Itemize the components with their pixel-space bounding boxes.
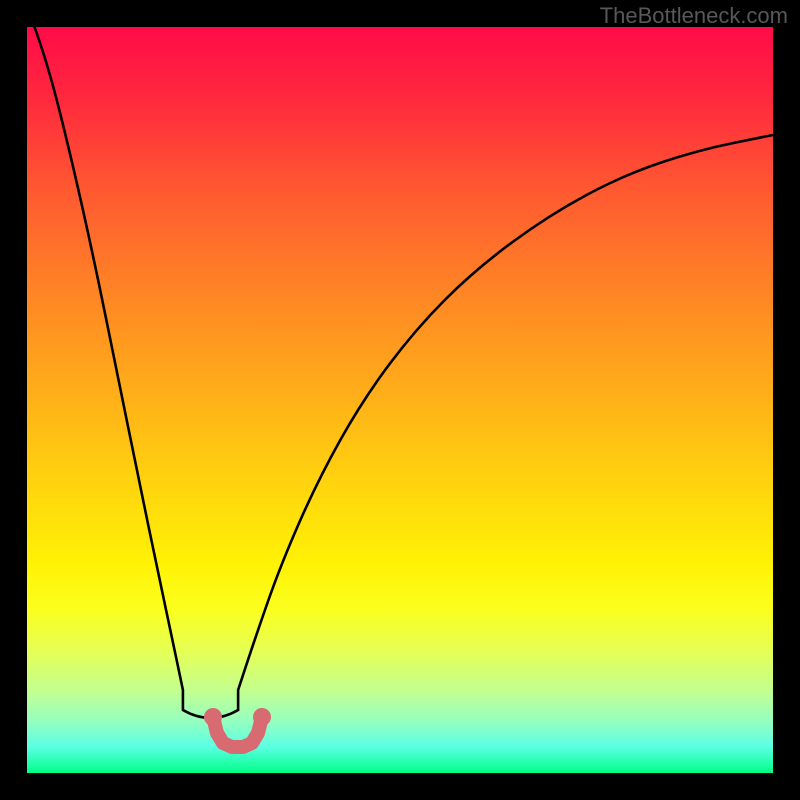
valley-marker	[204, 708, 271, 747]
watermark-text: TheBottleneck.com	[600, 3, 788, 29]
valley-dot-right	[253, 708, 271, 726]
chart-frame: TheBottleneck.com	[0, 0, 800, 800]
chart-svg	[27, 27, 773, 773]
valley-dot-left	[204, 708, 222, 726]
bottleneck-curve	[27, 5, 773, 718]
plot-area	[27, 27, 773, 773]
